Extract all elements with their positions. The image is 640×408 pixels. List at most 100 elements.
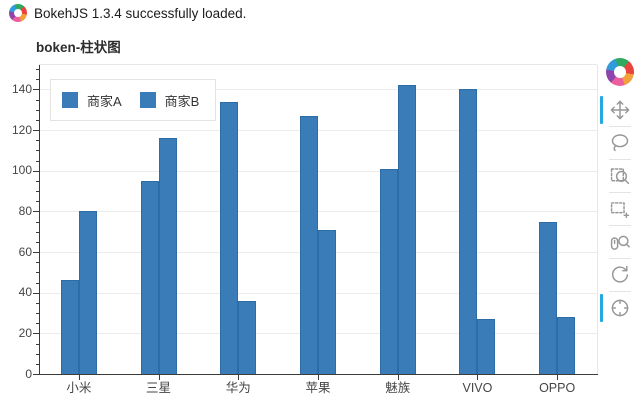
y-minor-tick: [36, 191, 39, 193]
y-major-tick: [33, 374, 39, 375]
lasso-select-icon: [611, 134, 629, 152]
y-minor-tick: [36, 343, 39, 345]
y-tick-label: 80: [18, 203, 32, 218]
y-minor-tick: [36, 313, 39, 314]
box-zoom-icon: [610, 168, 630, 185]
y-minor-tick: [36, 150, 39, 152]
y-tick-label: 100: [11, 163, 32, 178]
gridline: [40, 211, 597, 213]
bar-商家B-三星: [158, 138, 177, 374]
tool-pan[interactable]: [600, 94, 640, 126]
y-tick-label: 20: [18, 325, 32, 340]
bokeh-logo-icon: [9, 4, 27, 22]
x-axis-line: [39, 374, 598, 375]
bar-商家B-小米: [78, 211, 97, 374]
y-minor-tick: [36, 99, 39, 101]
wheel-zoom-icon: [610, 235, 630, 250]
y-minor-tick: [36, 323, 39, 325]
bokeh-toolbar: [600, 58, 640, 324]
tool-box-zoom[interactable]: [600, 160, 640, 192]
x-major-tick: [78, 375, 80, 380]
tool-reset[interactable]: [600, 259, 640, 291]
legend-swatch-series-b: [139, 92, 156, 108]
active-tool-indicator: [600, 96, 603, 124]
x-major-tick: [477, 375, 479, 380]
y-major-tick: [33, 333, 39, 335]
y-minor-tick: [36, 363, 39, 365]
y-tick-label: 40: [18, 285, 32, 300]
tool-lasso-select[interactable]: [600, 127, 640, 159]
bokeh-toolbar-logo[interactable]: [606, 58, 634, 86]
y-major-tick: [33, 130, 39, 132]
y-minor-tick: [36, 79, 39, 81]
bar-商家A-小米: [60, 280, 79, 374]
x-tick-label: 魅族: [385, 381, 411, 395]
toolbar-separator: [609, 192, 631, 193]
y-minor-tick: [36, 140, 39, 142]
legend-label-series-b: 商家B: [164, 93, 200, 109]
bar-商家B-OPPO: [557, 317, 576, 374]
toolbar-separator: [609, 225, 631, 226]
x-tick-label: 华为: [225, 381, 251, 395]
active-tool-indicator: [600, 294, 603, 322]
x-major-tick: [158, 375, 160, 380]
y-minor-tick: [36, 180, 39, 182]
bar-商家A-VIVO: [459, 89, 478, 374]
tool-hover[interactable]: [600, 292, 640, 324]
header: BokehJS 1.3.4 successfully loaded.: [9, 4, 246, 22]
box-select-icon: [610, 202, 630, 219]
y-minor-tick: [36, 160, 39, 162]
hover-icon: [611, 299, 629, 317]
x-major-tick: [318, 375, 319, 380]
bar-商家B-VIVO: [477, 319, 496, 374]
y-major-tick: [33, 292, 39, 294]
x-tick-label: OPPO: [539, 381, 576, 395]
y-minor-tick: [36, 119, 39, 121]
y-minor-tick: [36, 231, 39, 233]
tool-wheel-zoom[interactable]: [600, 226, 640, 258]
bar-商家A-苹果: [300, 115, 318, 374]
plot-border-right: [597, 65, 598, 374]
y-tick-label: 60: [18, 244, 32, 259]
bar-商家B-苹果: [318, 229, 336, 374]
y-tick-label: 0: [25, 366, 32, 381]
gridline: [40, 130, 597, 132]
gridline: [40, 89, 597, 91]
y-major-tick: [33, 211, 39, 213]
toolbar-separator: [609, 126, 631, 127]
y-minor-tick: [36, 109, 39, 111]
toolbar-separator: [609, 258, 631, 259]
x-major-tick: [238, 375, 240, 380]
y-minor-tick: [36, 282, 39, 284]
x-tick-label: 苹果: [305, 381, 331, 395]
toolbar-separator: [609, 159, 631, 160]
y-axis-line: [39, 65, 40, 375]
y-minor-tick: [36, 272, 39, 274]
legend-swatch-series-a: [62, 92, 78, 108]
y-minor-tick: [36, 221, 39, 223]
x-tick-label: 小米: [66, 381, 92, 395]
y-minor-tick: [36, 262, 39, 264]
y-tick-label: 140: [11, 81, 32, 96]
y-minor-tick: [36, 69, 39, 71]
x-tick-label: 三星: [146, 381, 172, 395]
legend-label-series-a: 商家A: [87, 93, 122, 109]
bar-商家A-OPPO: [539, 221, 558, 374]
bar-商家A-魅族: [379, 168, 398, 374]
y-minor-tick: [36, 201, 39, 203]
y-minor-tick: [36, 353, 39, 355]
pan-icon: [610, 100, 630, 120]
reset-icon: [611, 265, 629, 283]
tool-box-select[interactable]: [600, 193, 640, 225]
bar-商家B-魅族: [397, 85, 416, 374]
plot-border-top: [39, 64, 597, 65]
x-tick-label: VIVO: [462, 381, 493, 395]
chart-title: boken-柱状图: [36, 40, 121, 55]
y-major-tick: [33, 252, 39, 254]
gridline: [40, 170, 597, 172]
toolbar-separator: [609, 291, 631, 292]
bokehjs-status-text: BokehJS 1.3.4 successfully loaded.: [34, 5, 247, 21]
x-major-tick: [397, 375, 399, 380]
bar-商家A-华为: [220, 101, 239, 374]
bar-商家B-华为: [238, 300, 257, 374]
